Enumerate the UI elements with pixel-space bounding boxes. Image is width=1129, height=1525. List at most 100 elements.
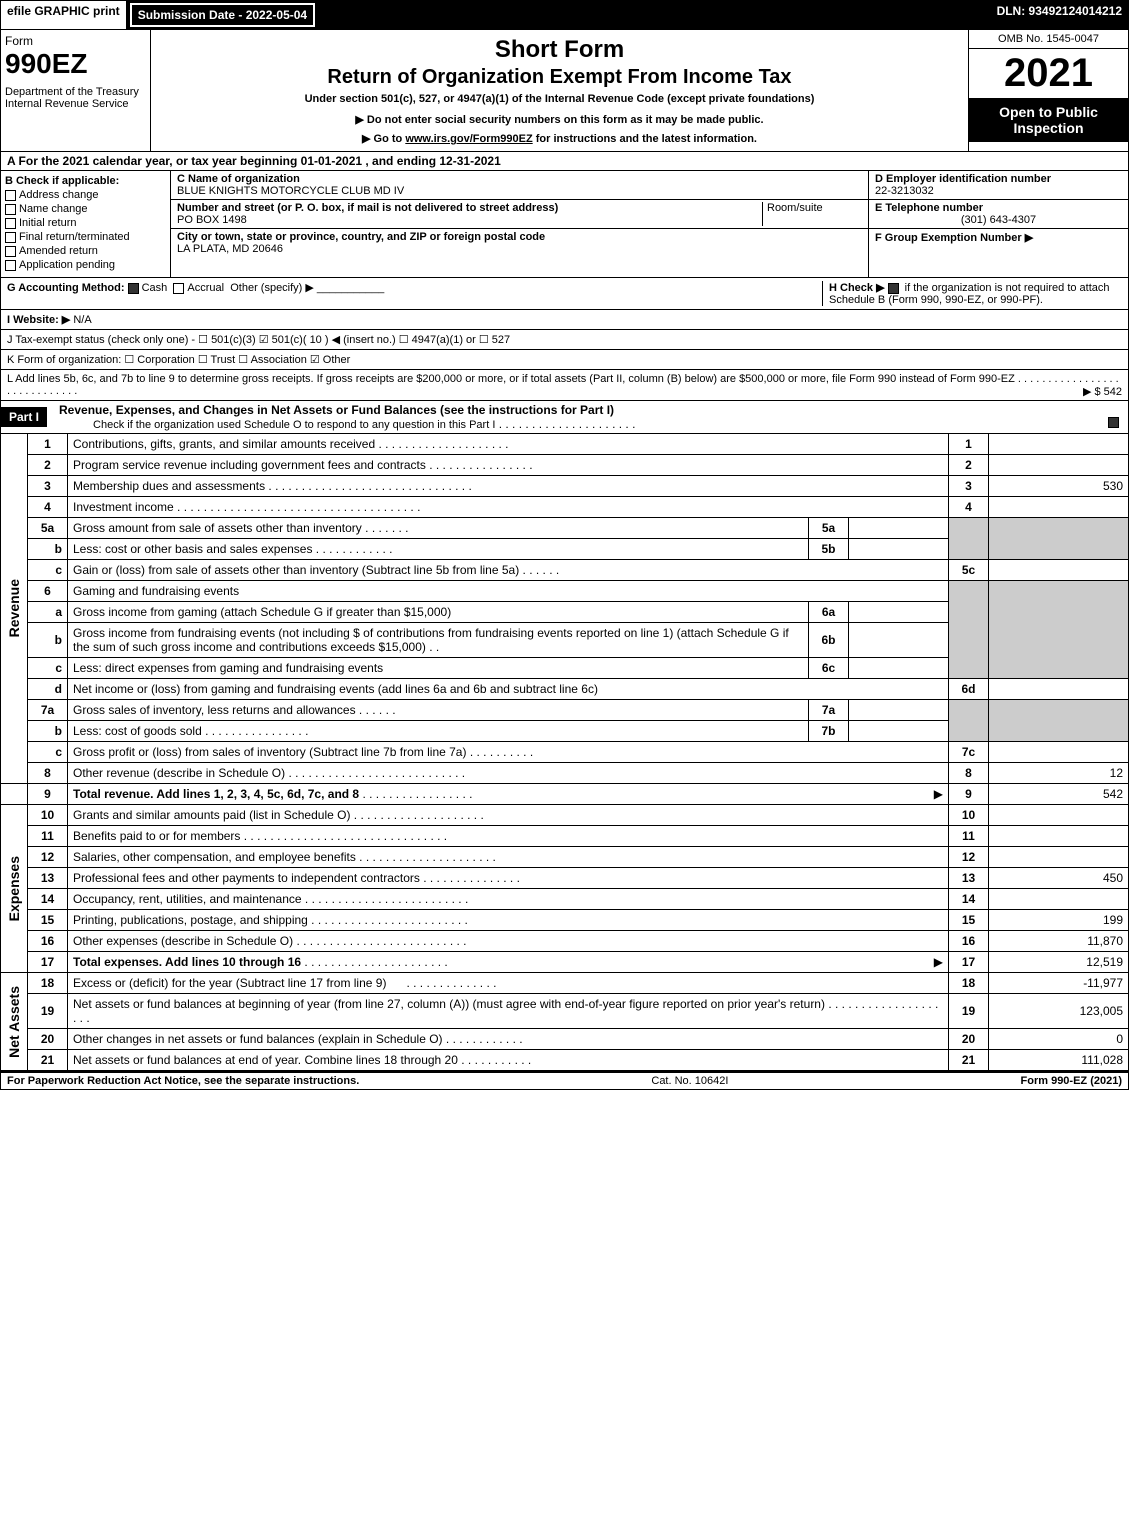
l7a-num: 7a [28, 700, 68, 721]
l7c-r: 7c [949, 742, 989, 763]
chk-part1-o[interactable] [1108, 417, 1119, 428]
l6b-desc: Gross income from fundraising events (no… [73, 626, 789, 654]
chk-label-5: Application pending [19, 259, 115, 271]
l3-r: 3 [949, 476, 989, 497]
l16-r: 16 [949, 931, 989, 952]
row-j: J Tax-exempt status (check only one) - ☐… [0, 330, 1129, 350]
row-gh: G Accounting Method: Cash Accrual Other … [0, 278, 1129, 310]
l21-desc: Net assets or fund balances at end of ye… [73, 1053, 458, 1067]
l9-r: 9 [949, 784, 989, 805]
chk-name-change[interactable]: Name change [5, 203, 166, 215]
l-amount: ▶ $ 542 [1083, 385, 1122, 398]
l12-r: 12 [949, 847, 989, 868]
l15-desc: Printing, publications, postage, and shi… [73, 913, 308, 927]
chk-address-change[interactable]: Address change [5, 189, 166, 201]
goto-link[interactable]: www.irs.gov/Form990EZ [405, 133, 532, 145]
l6b-sv [849, 623, 949, 658]
l21-r: 21 [949, 1050, 989, 1071]
l7c-desc: Gross profit or (loss) from sales of inv… [73, 745, 466, 759]
col-c: C Name of organization BLUE KNIGHTS MOTO… [171, 171, 868, 277]
chk-initial-return[interactable]: Initial return [5, 217, 166, 229]
l6-num: 6 [28, 581, 68, 602]
netassets-tab: Net Assets [1, 973, 28, 1071]
chk-application-pending[interactable]: Application pending [5, 259, 166, 271]
revenue-tab: Revenue [1, 434, 28, 784]
l12-v [989, 847, 1129, 868]
l4-r: 4 [949, 497, 989, 518]
l9-arrow: ▶ [934, 787, 943, 801]
g-label: G Accounting Method: [7, 282, 125, 294]
l14-r: 14 [949, 889, 989, 910]
lines-table: Revenue 1 Contributions, gifts, grants, … [0, 434, 1129, 1071]
l20-desc: Other changes in net assets or fund bala… [73, 1032, 443, 1046]
l13-desc: Professional fees and other payments to … [73, 871, 420, 885]
l3-v: 530 [989, 476, 1129, 497]
l-text: L Add lines 5b, 6c, and 7b to line 9 to … [7, 373, 1015, 385]
l7b-sv [849, 721, 949, 742]
donot-note: ▶ Do not enter social security numbers o… [157, 113, 962, 126]
l20-v: 0 [989, 1029, 1129, 1050]
l11-r: 11 [949, 826, 989, 847]
row-i: I Website: ▶ N/A [0, 310, 1129, 330]
l5a-desc: Gross amount from sale of assets other t… [73, 521, 362, 535]
chk-amended-return[interactable]: Amended return [5, 245, 166, 257]
irs-label: Internal Revenue Service [5, 98, 146, 110]
l1-desc: Contributions, gifts, grants, and simila… [73, 437, 375, 451]
l7b-num: b [28, 721, 68, 742]
submission-date: Submission Date - 2022-05-04 [130, 3, 315, 27]
org-street: PO BOX 1498 [177, 214, 247, 226]
l2-r: 2 [949, 455, 989, 476]
l5b-num: b [28, 539, 68, 560]
footer: For Paperwork Reduction Act Notice, see … [0, 1071, 1129, 1090]
chk-cash[interactable] [128, 283, 139, 294]
l7c-v [989, 742, 1129, 763]
l18-desc: Excess or (deficit) for the year (Subtra… [73, 976, 386, 990]
ein: 22-3213032 [875, 185, 1122, 197]
phone: (301) 643-4307 [875, 214, 1122, 226]
l17-arrow: ▶ [934, 955, 943, 969]
chk-final-return[interactable]: Final return/terminated [5, 231, 166, 243]
l18-num: 18 [28, 973, 68, 994]
l8-num: 8 [28, 763, 68, 784]
l4-desc: Investment income [73, 500, 174, 514]
row-l: L Add lines 5b, 6c, and 7b to line 9 to … [0, 370, 1129, 401]
l18-v: -11,977 [989, 973, 1129, 994]
l6-desc: Gaming and fundraising events [73, 584, 239, 598]
l8-r: 8 [949, 763, 989, 784]
l14-v [989, 889, 1129, 910]
goto-pre: ▶ Go to [362, 133, 405, 145]
l13-v: 450 [989, 868, 1129, 889]
efile-label[interactable]: efile GRAPHIC print [1, 1, 128, 29]
chk-h[interactable] [888, 283, 899, 294]
l6-shade [949, 581, 989, 679]
l6c-sv [849, 658, 949, 679]
header-center: Short Form Return of Organization Exempt… [151, 30, 968, 151]
header-right: OMB No. 1545-0047 2021 Open to Public In… [968, 30, 1128, 151]
l5c-v [989, 560, 1129, 581]
org-city: LA PLATA, MD 20646 [177, 243, 283, 255]
l7a-s: 7a [809, 700, 849, 721]
short-form-title: Short Form [157, 36, 962, 64]
l6c-desc: Less: direct expenses from gaming and fu… [73, 661, 383, 675]
expenses-tab: Expenses [1, 805, 28, 973]
l19-desc: Net assets or fund balances at beginning… [73, 997, 825, 1011]
c-city-label: City or town, state or province, country… [177, 231, 545, 243]
l5ab-shade-v [989, 518, 1129, 560]
l21-v: 111,028 [989, 1050, 1129, 1071]
l6a-s: 6a [809, 602, 849, 623]
l21-num: 21 [28, 1050, 68, 1071]
l5b-desc: Less: cost or other basis and sales expe… [73, 542, 312, 556]
org-name: BLUE KNIGHTS MOTORCYCLE CLUB MD IV [177, 185, 404, 197]
chk-accrual[interactable] [173, 283, 184, 294]
l8-v: 12 [989, 763, 1129, 784]
omb-number: OMB No. 1545-0047 [969, 30, 1128, 49]
col-b: B Check if applicable: Address change Na… [1, 171, 171, 277]
rev-bottom [1, 784, 28, 805]
l11-v [989, 826, 1129, 847]
header-left: Form 990EZ Department of the Treasury In… [1, 30, 151, 151]
b-label: B Check if applicable: [5, 175, 166, 187]
l3-num: 3 [28, 476, 68, 497]
part1-sub: Check if the organization used Schedule … [53, 419, 495, 431]
l17-r: 17 [949, 952, 989, 973]
l17-desc: Total expenses. Add lines 10 through 16 [73, 955, 301, 969]
